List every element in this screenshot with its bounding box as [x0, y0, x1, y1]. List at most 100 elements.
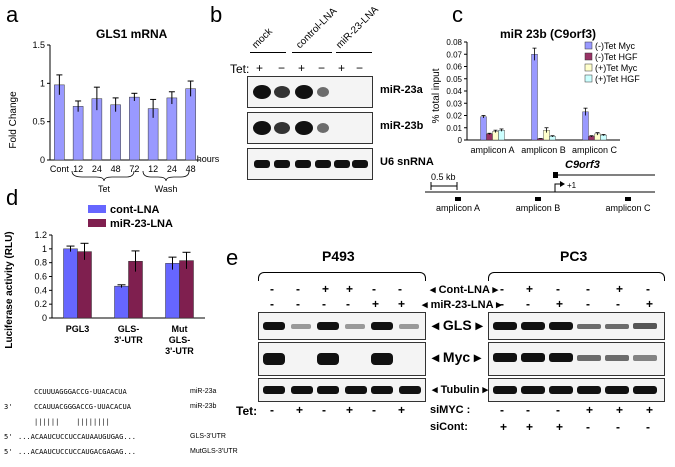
seq-text: ...ACAAUCUCCUCCAUGACGAGAG... — [18, 448, 137, 456]
c-legend-label: (+)Tet Myc — [595, 63, 638, 73]
d-xtick-line: GLS- — [118, 324, 140, 334]
e-p493-mir-sign: - — [322, 297, 326, 311]
e-p493-mir-sign: - — [296, 297, 300, 311]
e-tet-sign: + — [296, 403, 304, 417]
d-ytick-label: 0.4 — [34, 285, 47, 295]
e-simyc-label: siMYC : — [430, 404, 471, 416]
b-blot-mir23b — [247, 112, 373, 144]
seq-text: |||||| |||||||| — [34, 418, 110, 426]
e-sicont-sign: - — [586, 420, 590, 434]
seq-prefix: 5' — [4, 448, 13, 456]
panel-b-tet-label: Tet: — [230, 62, 250, 76]
seq-row: 5' ...ACAAUCUCCUCCAUAAUGUGAG... GLS-3'UTR — [4, 433, 254, 447]
e-p493-mir-sign: + — [398, 297, 406, 311]
b-blot-u6-label: U6 snRNA — [380, 156, 434, 168]
e-p493-cont-sign: + — [322, 282, 330, 296]
e-tet-sign: - — [270, 403, 274, 417]
e-blot-myc-label: ◂ Myc ▸ — [432, 349, 482, 365]
b-tet-4: − — [318, 61, 326, 75]
c-gene-name: C9orf3 — [565, 159, 600, 171]
c-ytick-label: 0 — [458, 136, 463, 145]
panel-d-chart: Luciferase activity (RLU) 0 0.2 0.4 0.6 0.8 1… — [4, 204, 205, 356]
e-tet-sign: + — [346, 403, 354, 417]
e-simyc-sign: + — [616, 403, 624, 417]
c-ytick-label: 0.02 — [446, 112, 462, 121]
c-tss: +1 — [567, 181, 577, 190]
c-xtick-label: amplicon B — [521, 145, 566, 155]
c-legend-label: (-)Tet HGF — [595, 52, 638, 62]
c-diag-amplicon-c: amplicon C — [605, 203, 651, 213]
a-ytick-label: 1.5 — [32, 40, 45, 50]
c-legend-swatch — [584, 63, 593, 72]
seq-text: ...ACAAUCUCCUCCAUAAUGUGAG... — [18, 433, 137, 441]
e-blot-tubulin-p493 — [258, 378, 426, 402]
c-ytick-label: 0.08 — [446, 38, 462, 47]
panel-d-label: d — [6, 185, 19, 210]
e-p493-cont-sign: - — [372, 282, 376, 296]
b-blot-mir23a-label: miR-23a — [380, 84, 423, 96]
a-xtick-label: 12 — [148, 164, 158, 174]
a-xtick-label: 12 — [73, 164, 83, 174]
a-ytick-label: 1 — [40, 78, 45, 88]
d-xtick-label: GLS-3'-UTR — [114, 324, 143, 345]
seq-row: CCUUUAGGGACCG-UUACACUA miR-23a — [4, 388, 254, 402]
d-legend-swatch — [88, 219, 106, 227]
e-sicont-sign: + — [556, 420, 564, 434]
panel-d-ylabel: Luciferase activity (RLU) — [4, 231, 15, 348]
e-simyc-sign: - — [500, 403, 504, 417]
e-pc3-mir-sign: + — [556, 297, 564, 311]
d-xtick-label: PGL3 — [66, 324, 90, 334]
d-xtick-line: 3'-UTR — [114, 335, 143, 345]
panel-a-ylabel: Fold Change — [8, 91, 19, 149]
e-pc3-cont-sign: + — [526, 282, 534, 296]
d-ytick-label: 1 — [42, 244, 47, 254]
e-pc3-cont-sign: - — [586, 282, 590, 296]
a-xtick-label: 24 — [167, 164, 177, 174]
e-pc3-cont-sign: - — [646, 282, 650, 296]
seq-text: CCAUUACGGGACCG-UUACACUA — [34, 403, 131, 411]
b-tet-5: + — [338, 61, 346, 75]
e-p493-mir-sign: - — [270, 297, 274, 311]
d-ytick-label: 1.2 — [34, 230, 47, 240]
c-bar — [486, 133, 493, 141]
d-xtick-line: PGL3 — [66, 324, 90, 334]
e-cellline-pc3: PC3 — [560, 248, 588, 264]
d-ytick-label: 0.6 — [34, 272, 47, 282]
a-xtick-label: 48 — [111, 164, 121, 174]
c-legend-label: (+)Tet HGF — [595, 74, 640, 84]
e-sicont-sign: + — [500, 420, 508, 434]
panel-a-xunit: hours — [197, 154, 220, 164]
panel-a-chart: GLS1 mRNA Fold Change 00.511.5 Cont 12 24 4… — [8, 27, 220, 194]
e-blot-tubulin-label: ◂ Tubulin ▸ — [432, 384, 489, 396]
b-tet-2: − — [278, 61, 286, 75]
d-legend-label: miR-23-LNA — [110, 218, 173, 230]
a-xtick-label: 48 — [186, 164, 196, 174]
e-pc3-cont-sign: - — [500, 282, 504, 296]
c-bar — [531, 54, 538, 141]
e-tet-sign: - — [322, 403, 326, 417]
c-diag-amplicon-a: amplicon A — [436, 203, 480, 213]
e-pc3-mir-sign: + — [646, 297, 654, 311]
e-p493-mir-sign: + — [372, 297, 380, 311]
a-bar — [54, 84, 65, 161]
c-xtick-label: amplicon A — [470, 145, 514, 155]
seq-name: miR-23a — [190, 388, 217, 395]
e-tet-sign: - — [372, 403, 376, 417]
panel-a-label: a — [6, 2, 19, 27]
c-ytick-label: 0.07 — [446, 50, 462, 59]
c-legend-swatch — [584, 41, 593, 50]
seq-prefix: 5' — [4, 433, 13, 441]
e-p493-cont-sign: + — [346, 282, 354, 296]
a-bar — [166, 97, 178, 161]
panel-b-label: b — [210, 2, 223, 27]
panel-a-group-tet: Tet — [98, 184, 111, 194]
e-row-cont-lna: ◂ Cont-LNA ▸ — [430, 284, 499, 296]
c-ytick-label: 0.01 — [446, 124, 462, 133]
a-xtick-label: Cont — [50, 164, 70, 174]
d-xtick-label: Mut GLS-3'-UTR — [165, 324, 194, 356]
a-ytick-label: 0 — [40, 155, 45, 165]
a-ytick-label: 0.5 — [32, 117, 45, 127]
panel-c-chart: miR 23b (C9orf3) % total input 0 0.01 0.02… — [431, 27, 640, 155]
e-simyc-sign: + — [646, 403, 654, 417]
e-pc3-cont-sign: + — [616, 282, 624, 296]
